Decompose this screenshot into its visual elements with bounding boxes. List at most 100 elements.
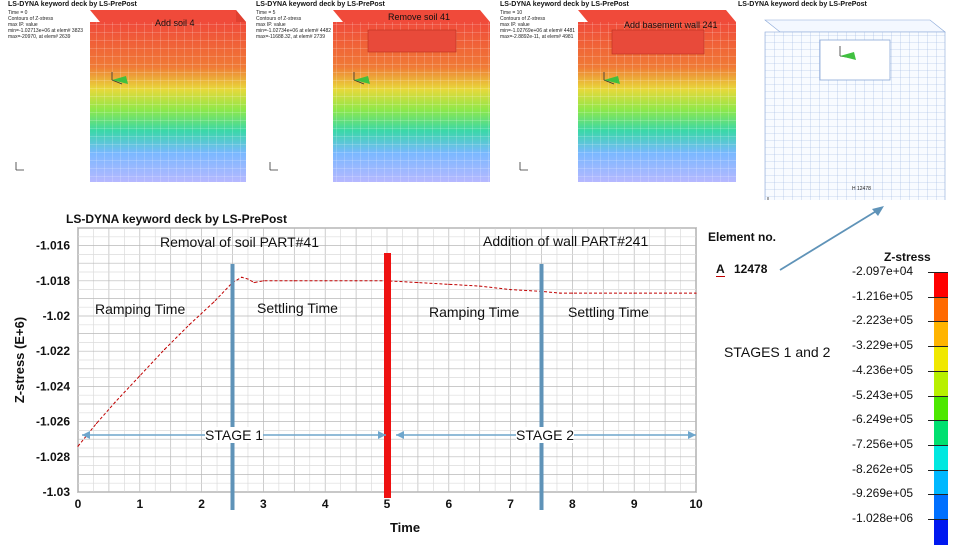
info-line: max=-20970, at elem# 2639 xyxy=(8,34,71,40)
x-axis-label: Time xyxy=(390,520,420,535)
data-point xyxy=(163,348,166,351)
panel-4-header: LS-DYNA keyword deck by LS-PrePost xyxy=(738,1,867,8)
colorbar-swatch xyxy=(934,347,948,372)
x-tick-label: 8 xyxy=(569,497,576,511)
x-tick-label: 4 xyxy=(322,497,329,511)
chart-title: LS-DYNA keyword deck by LS-PrePost xyxy=(66,212,287,226)
colorbar-tick xyxy=(928,444,948,446)
colorbar-swatch xyxy=(934,396,948,422)
data-point xyxy=(510,289,512,291)
info-line: Time = 0 xyxy=(8,10,28,16)
colorbar-tick xyxy=(928,519,948,520)
colorbar-label: -1.216e+05 xyxy=(852,288,914,303)
colorbar-label: -2.223e+05 xyxy=(852,313,914,328)
y-tick-label: -1.016 xyxy=(36,239,70,253)
data-point xyxy=(247,278,249,280)
colorbar-label: -5.243e+05 xyxy=(852,387,914,402)
element-legend-title: Element no. xyxy=(708,230,777,244)
y-tick-label: -1.024 xyxy=(36,379,70,393)
x-tick-label: 3 xyxy=(260,497,267,511)
colorbar-label: -7.256e+05 xyxy=(852,436,914,451)
panel-1-label: Add soil 4 xyxy=(155,18,195,28)
colorbar-tick xyxy=(928,346,948,348)
annotation-stage-2: STAGE 2 xyxy=(516,427,575,443)
colorbar-tick xyxy=(928,296,948,298)
colorbar-tick xyxy=(928,370,948,372)
panel-3-header: LS-DYNA keyword deck by LS-PrePost xyxy=(500,1,629,8)
colorbar-title: Z-stress xyxy=(884,250,931,264)
panel-2-label: Remove soil 41 xyxy=(388,12,451,22)
info-line: min=-1.02734e+06 at elem# 4482 xyxy=(256,28,332,34)
data-point xyxy=(417,281,419,284)
panel-3-info: Time = 10 Contours of Z-stress max IP. v… xyxy=(500,10,575,40)
y-tick-label: -1.02 xyxy=(43,309,71,323)
colorbar-tick xyxy=(928,420,948,422)
colorbar-tick xyxy=(928,321,948,323)
data-point xyxy=(241,276,243,278)
info-line: max IP. value xyxy=(256,22,286,28)
data-point xyxy=(139,375,141,377)
colorbar-swatch xyxy=(934,371,948,397)
info-line: min=-1.02769e+06 at elem# 4481 xyxy=(500,28,576,34)
info-line: max IP. value xyxy=(500,22,530,28)
panel-1-header: LS-DYNA keyword deck by LS-PrePost xyxy=(8,1,137,8)
x-tick-label: 1 xyxy=(136,497,143,511)
annotation-ramp-1: Ramping Time xyxy=(95,301,186,317)
y-tick-label: -1.022 xyxy=(36,344,70,358)
info-line: Time = 10 xyxy=(500,10,523,16)
panel-1-info: Time = 0 Contours of Z-stress max IP. va… xyxy=(8,10,83,40)
annotation-stage-1: STAGE 1 xyxy=(205,427,264,443)
info-line: Contours of Z-stress xyxy=(8,16,54,22)
info-line: Contours of Z-stress xyxy=(500,16,546,22)
data-point xyxy=(213,301,215,303)
x-tick-label: 0 xyxy=(75,497,82,511)
pointer-arrow xyxy=(779,209,879,271)
x-tick-label: 6 xyxy=(445,497,452,511)
colorbar-swatch xyxy=(934,495,948,520)
info-line: min=-1.02713e+06 at elem# 3823 xyxy=(8,28,84,34)
annotation-removal: Removal of soil PART#41 xyxy=(160,234,319,250)
annotation-settle-2: Settling Time xyxy=(568,304,649,320)
annotation-addition: Addition of wall PART#241 xyxy=(483,233,649,249)
y-tick-label: -1.028 xyxy=(36,450,70,464)
colorbar-label: -8.262e+05 xyxy=(852,461,914,476)
x-tick-label: 7 xyxy=(507,497,514,511)
x-tick-label: 9 xyxy=(631,497,638,511)
panel-4-element-tag: H 12478 xyxy=(852,186,871,192)
colorbar-swatch xyxy=(934,470,948,496)
colorbar-tick xyxy=(928,469,948,471)
data-point xyxy=(324,280,326,282)
data-point xyxy=(448,283,450,285)
stage-1-arrow-head-left xyxy=(82,431,90,439)
colorbar-label: -1.028e+06 xyxy=(852,511,914,525)
colorbar-swatch xyxy=(934,322,948,348)
pointer-arrow-head xyxy=(872,206,884,216)
info-line: max=-2.8892e-11, at elem# 4981 xyxy=(500,34,574,40)
info-line: max=-11688.32, at elem# 2739 xyxy=(256,34,325,40)
colorbar-tick xyxy=(928,395,948,397)
colorbar-label: -4.236e+05 xyxy=(852,362,914,377)
x-tick-label: 2 xyxy=(198,497,205,511)
element-legend-letter: A xyxy=(716,262,725,277)
stage-2-arrow-head-left xyxy=(396,431,404,439)
data-point xyxy=(293,280,295,282)
panel-2-info: Time = 5 Contours of Z-stress max IP. va… xyxy=(256,10,331,40)
annotation-ramp-2: Ramping Time xyxy=(429,304,520,320)
annotation-settle-1: Settling Time xyxy=(257,300,338,316)
stage-1-arrow-head-right xyxy=(378,431,386,439)
data-point xyxy=(77,445,79,447)
element-legend-value: 12478 xyxy=(734,262,768,276)
data-point xyxy=(695,292,697,294)
y-tick-label: -1.03 xyxy=(43,485,71,499)
colorbar-tick xyxy=(928,494,948,496)
stages-label: STAGES 1 and 2 xyxy=(724,344,831,360)
data-point xyxy=(571,292,574,294)
colorbar-label: -2.097e+04 xyxy=(852,264,914,278)
info-line: max IP. value xyxy=(8,22,38,28)
colorbar-swatch xyxy=(934,421,948,446)
data-point xyxy=(95,422,98,424)
panel-2-header: LS-DYNA keyword deck by LS-PrePost xyxy=(256,1,385,8)
data-point xyxy=(479,285,481,287)
wireframe-model xyxy=(764,19,946,200)
